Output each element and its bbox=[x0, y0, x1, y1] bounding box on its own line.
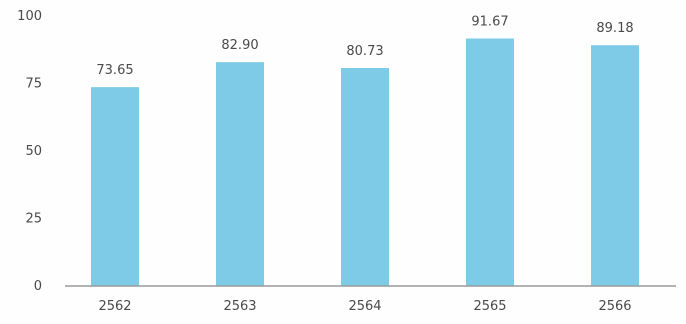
bar-value-label: 91.67 bbox=[471, 14, 508, 29]
bar-value-labels: 73.65 82.90 80.73 91.67 89.18 bbox=[96, 14, 633, 78]
x-tick-label: 2564 bbox=[348, 299, 381, 314]
y-tick-label: 0 bbox=[34, 279, 42, 294]
y-tick-label: 100 bbox=[17, 9, 42, 24]
y-tick-label: 75 bbox=[25, 77, 42, 92]
bar-value-label: 73.65 bbox=[96, 63, 133, 78]
y-axis-ticks: 0 25 50 75 100 bbox=[17, 9, 42, 294]
bar bbox=[466, 38, 514, 287]
bar-value-label: 82.90 bbox=[221, 38, 258, 53]
y-tick-label: 25 bbox=[25, 212, 42, 227]
bar-series bbox=[91, 38, 639, 287]
bar-value-label: 89.18 bbox=[596, 21, 633, 36]
x-tick-label: 2565 bbox=[473, 299, 506, 314]
y-tick-label: 50 bbox=[25, 144, 42, 159]
x-axis-ticks: 2562 2563 2564 2565 2566 bbox=[98, 299, 631, 314]
x-tick-label: 2566 bbox=[598, 299, 631, 314]
bar bbox=[91, 87, 139, 287]
x-tick-label: 2563 bbox=[223, 299, 256, 314]
bar-value-label: 80.73 bbox=[346, 44, 383, 59]
bar bbox=[341, 68, 389, 287]
x-tick-label: 2562 bbox=[98, 299, 131, 314]
bar bbox=[591, 45, 639, 286]
bar bbox=[216, 62, 264, 286]
